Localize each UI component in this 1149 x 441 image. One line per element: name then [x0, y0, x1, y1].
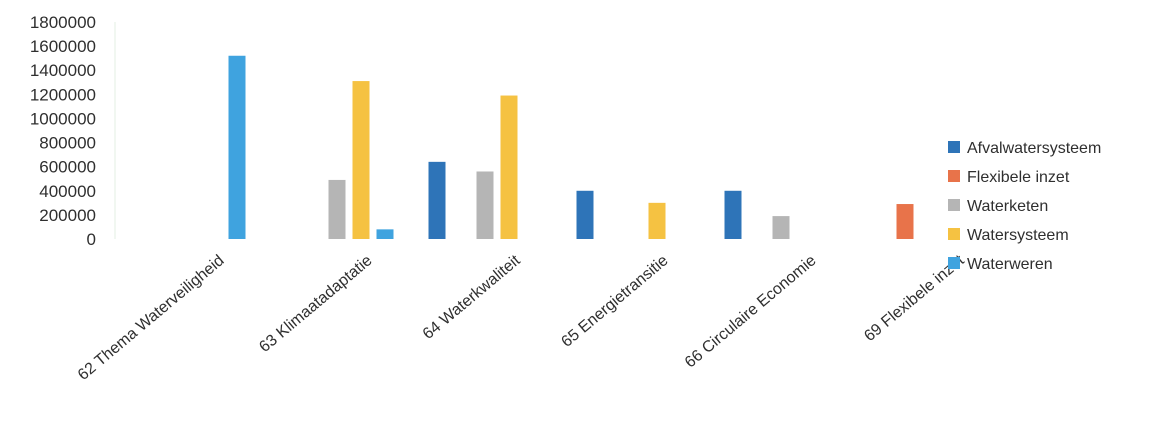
y-tick-label: 1800000: [30, 13, 96, 32]
bar: [328, 179, 346, 239]
bar: [352, 81, 370, 239]
legend-swatch: [948, 228, 960, 240]
x-category-label: 64 Waterkwaliteit: [420, 252, 524, 343]
y-tick-label: 800000: [39, 134, 96, 153]
bar: [376, 229, 394, 239]
legend-swatch: [948, 170, 960, 182]
legend-label: Flexibele inzet: [967, 169, 1070, 186]
legend-label: Afvalwatersysteem: [967, 140, 1101, 157]
y-tick-label: 600000: [39, 158, 96, 177]
bar: [500, 95, 518, 240]
x-axis: 62 Thema Waterveiligheid 63 Klimaatadapta…: [75, 252, 968, 384]
y-tick-label: 1000000: [30, 109, 96, 128]
bar: [772, 216, 790, 239]
legend-label: Waterketen: [967, 198, 1048, 215]
y-tick-label: 0: [87, 230, 96, 249]
y-tick-label: 400000: [39, 182, 96, 201]
y-tick-label: 1600000: [30, 37, 96, 56]
legend-swatch: [948, 257, 960, 269]
legend: Afvalwatersysteem Flexibele inzet Waterket…: [948, 140, 1101, 273]
y-axis: 0 200000 400000 600000 800000 1000000 1200000 1…: [30, 13, 116, 249]
x-category-label: 63 Klimaatadaptatie: [256, 252, 375, 356]
legend-label: Watersysteem: [967, 227, 1069, 244]
x-category-label: 66 Circulaire Economie: [682, 252, 820, 371]
bar: [724, 190, 742, 239]
bar: [576, 190, 594, 239]
bar: [476, 171, 494, 239]
bar: [428, 161, 446, 239]
legend-swatch: [948, 199, 960, 211]
y-tick-label: 200000: [39, 206, 96, 225]
bar: [228, 55, 246, 239]
legend-label: Waterweren: [967, 256, 1053, 273]
bar: [648, 202, 666, 239]
legend-swatch: [948, 141, 960, 153]
x-category-label: 65 Energietransitie: [558, 252, 671, 351]
y-tick-label: 1400000: [30, 61, 96, 80]
x-category-label: 62 Thema Waterveiligheid: [75, 252, 228, 384]
y-tick-label: 1200000: [30, 85, 96, 104]
bar: [896, 204, 914, 239]
bar-plot-area: [228, 55, 914, 240]
